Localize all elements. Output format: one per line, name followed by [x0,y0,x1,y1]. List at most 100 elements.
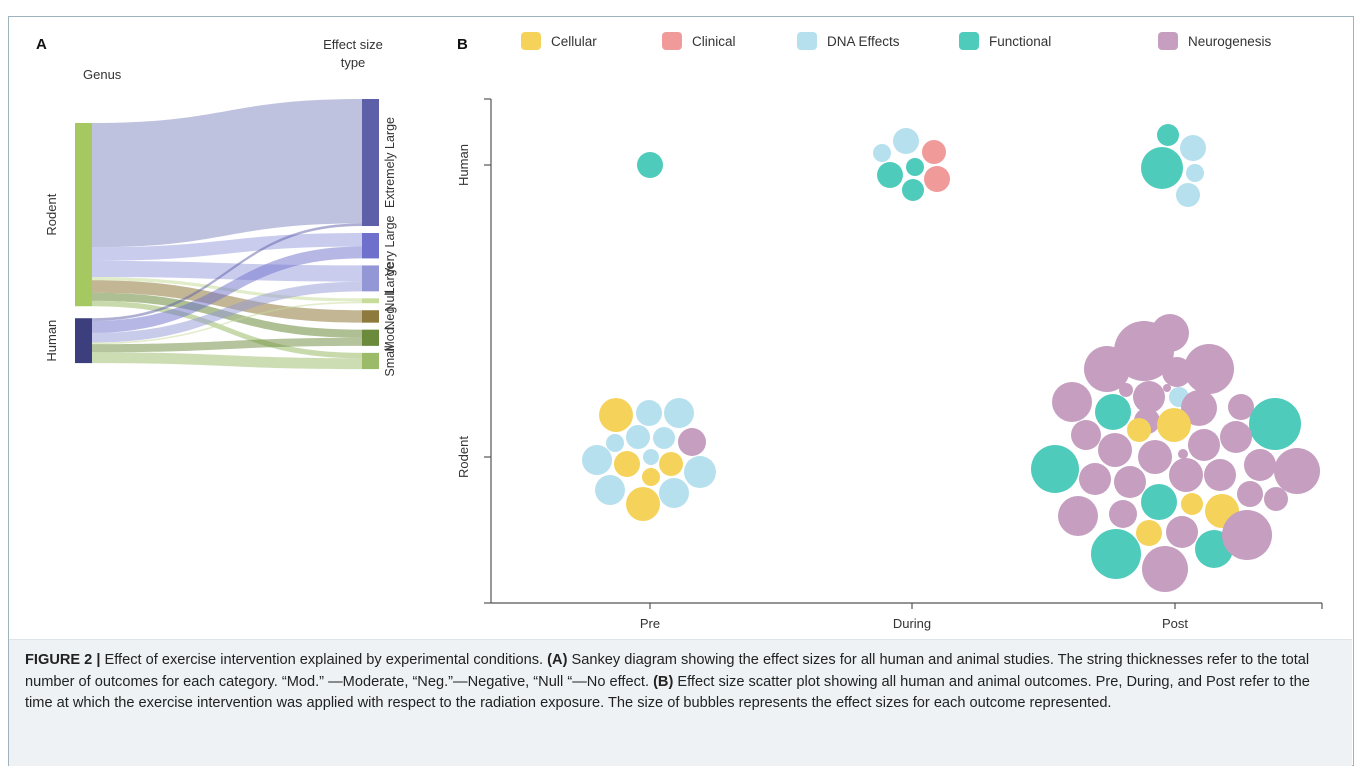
bubble-cellular [599,398,633,432]
bubble-dna-effects [893,128,919,154]
bubble-neurogenesis [1237,481,1263,507]
bubble-neurogenesis [1084,346,1130,392]
bubble-functional [1031,445,1079,493]
legend-label-functional: Functional [989,34,1051,49]
bubble-functional [1141,147,1183,189]
sankey-node-extremely-large [362,99,379,227]
figure-caption: FIGURE 2 | Effect of exercise interventi… [25,650,1335,715]
sankey-target-label-mod: Mod. [383,324,397,352]
legend-item-clinical: Clinical [662,32,736,50]
bubble-neurogenesis [1114,466,1146,498]
sankey-left-header: Genus [83,67,122,82]
legend-label-clinical: Clinical [692,34,736,49]
sankey-target-label-large: Large [383,262,397,294]
sankey-right-header-line1: Effect size [323,37,383,52]
plot-axes [484,98,1323,609]
sankey-link-rodent-to-extremely-large [92,99,362,248]
bubble-functional [1091,529,1141,579]
bubble-neurogenesis [1133,381,1165,413]
bubble-neurogenesis [1098,433,1132,467]
legend-swatch-neurogenesis [1158,32,1178,50]
sankey-link-rodent-to-small [92,300,362,359]
legend-swatch-functional [959,32,979,50]
x-tick-label-during: During [893,616,931,631]
bubble-neurogenesis [1162,357,1192,387]
bubble-dna-effects [643,449,659,465]
bubble-neurogenesis [1138,440,1172,474]
bubble-neurogenesis [1181,390,1217,426]
sankey-target-label-very-large: Very Large [383,215,397,276]
bubble-neurogenesis [1119,383,1133,397]
sankey-source-label-human: Human [44,320,59,362]
bubble-neurogenesis [1071,420,1101,450]
bubble-dna-effects [595,475,625,505]
y-tick-label-human: Human [456,144,471,186]
bubbles [582,124,1320,592]
sankey-links [92,99,362,370]
bubble-functional [1095,394,1131,430]
bubble-dna-effects [1180,135,1206,161]
legend-label-dna-effects: DNA Effects [827,34,900,49]
bubble-dna-effects [626,425,650,449]
bubble-neurogenesis [1228,394,1254,420]
legend-swatch-clinical [662,32,682,50]
bubble-cellular [1136,520,1162,546]
bubble-neurogenesis [1166,516,1198,548]
caption-label-b: (B) [653,673,674,690]
sankey-link-human-to-mod [92,337,362,353]
bubble-functional [1249,398,1301,450]
sankey-link-human-to-very-large [92,246,362,333]
legend-item-neurogenesis: Neurogenesis [1158,32,1272,50]
bubble-functional [906,158,924,176]
bubble-clinical [922,140,946,164]
bubble-neurogenesis [1178,449,1188,459]
bubble-dna-effects [659,478,689,508]
bubble-functional [902,179,924,201]
sankey-target-label-neg: Neg. [383,303,397,329]
bubble-dna-effects [684,456,716,488]
bubble-neurogenesis [1142,546,1188,592]
bubble-dna-effects [664,398,694,428]
sankey-link-rodent-to-very-large [92,233,362,261]
caption-text-1: Effect of exercise intervention explaine… [100,652,548,668]
sankey-link-rodent-to-neg [92,280,362,323]
bubble-cellular [614,451,640,477]
figure-frame: A Genus Effect size type Rodent Human Extr… [8,16,1354,766]
sankey-node-null [362,298,379,304]
bubble-dna-effects [653,427,675,449]
bubble-neurogenesis [1274,448,1320,494]
sankey-nodes [75,99,379,370]
figure-caption-box: FIGURE 2 | Effect of exercise interventi… [9,639,1352,766]
bubble-functional [637,152,663,178]
legend-item-dna-effects: DNA Effects [797,32,900,50]
legend-swatch-dna-effects [797,32,817,50]
sankey-link-human-to-small [92,352,362,370]
sankey-target-label-null: Null [383,290,397,312]
bubble-dna-effects [1176,183,1200,207]
legend-label-cellular: Cellular [551,34,597,49]
caption-text-2: Sankey diagram showing the effect sizes … [25,652,1310,690]
chart-legend: Cellular Clinical DNA Effects Functional Neu… [521,32,1272,50]
bubble-functional [877,162,903,188]
bubble-neurogenesis [1079,463,1111,495]
sankey-target-label-extremely-large: Extremely Large [383,117,397,208]
bubble-dna-effects [636,400,662,426]
sankey-node-very-large [362,233,379,259]
bubble-neurogenesis [1163,384,1171,392]
y-tick-label-rodent: Rodent [456,436,471,478]
caption-text-3: Effect size scatter plot showing all hum… [25,673,1310,712]
sankey-target-label-small: Small [383,345,397,376]
bubble-neurogenesis [1264,487,1288,511]
bubble-functional [1157,124,1179,146]
bubble-cellular [1181,493,1203,515]
sankey-node-human [75,318,92,364]
x-tick-label-post: Post [1162,616,1188,631]
legend-swatch-cellular [521,32,541,50]
bubble-neurogenesis [1222,510,1272,560]
sankey-node-neg [362,310,379,323]
legend-label-neurogenesis: Neurogenesis [1188,34,1272,49]
bubble-scatter-plot: B Cellular Clinical DNA Effects Functional N… [456,32,1323,631]
panel-a-label: A [36,36,47,53]
sankey-node-rodent [75,123,92,307]
sankey-source-label-rodent: Rodent [44,193,59,235]
